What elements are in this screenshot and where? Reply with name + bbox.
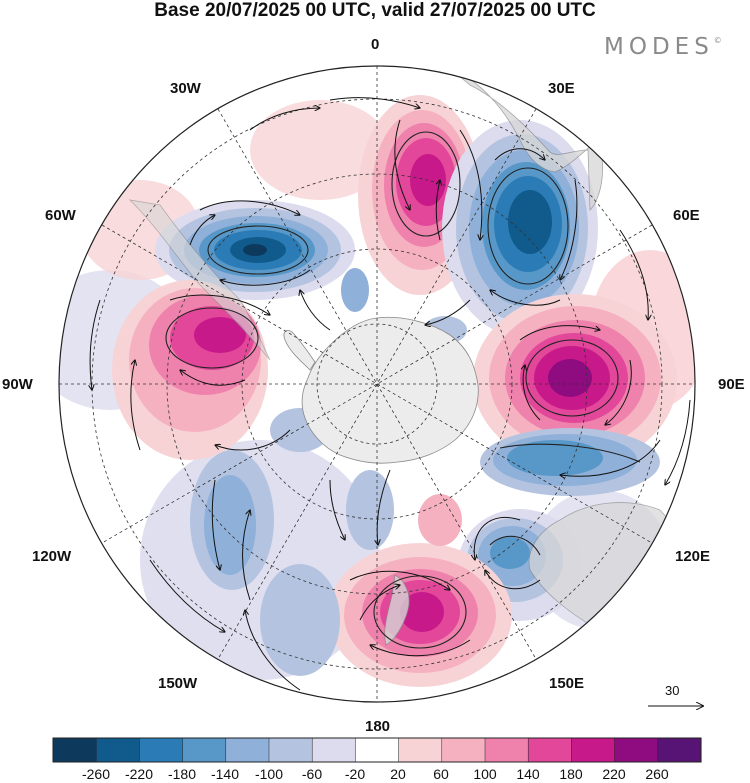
- colorbar-swatch: [355, 737, 400, 763]
- lon-label-180: 180: [365, 718, 391, 735]
- colorbar-tick: 20: [390, 766, 406, 782]
- colorbar-tick: -220: [124, 766, 154, 782]
- lon-label-120e: 120E: [675, 548, 711, 565]
- colorbar-swatch: [571, 737, 616, 763]
- colorbar-swatch: [225, 737, 270, 763]
- wind-vectors: [90, 97, 691, 691]
- colorbar-swatch: [95, 737, 140, 763]
- lon-label-60e: 60E: [673, 207, 700, 224]
- colorbar-swatch: [182, 737, 227, 763]
- colorbar-tick: 140: [516, 766, 540, 782]
- lon-label-150w: 150W: [158, 675, 198, 692]
- lon-label-150e: 150E: [549, 675, 585, 692]
- colorbar-tick: 220: [602, 766, 626, 782]
- anomaly-negative-southwest-indian: [442, 120, 598, 336]
- colorbar-swatch: [52, 737, 97, 763]
- colorbar-swatch: [311, 737, 356, 763]
- lon-label-90w: 90W: [2, 376, 33, 393]
- map-title: Base 20/07/2025 00 UTC, valid 27/07/2025…: [154, 0, 596, 21]
- colorbar-swatch: [268, 737, 313, 763]
- colorbar-swatch: [484, 737, 529, 763]
- anomaly-negative-south-pacific: [190, 450, 394, 676]
- colorbar-tick: -60: [301, 766, 323, 782]
- colorbar-tick: 260: [645, 766, 669, 782]
- lon-label-30w: 30W: [170, 80, 201, 97]
- colorbar-swatch: [657, 737, 702, 763]
- colorbar-tick: 100: [473, 766, 497, 782]
- brand-name: MODES: [604, 34, 714, 60]
- modes-logo: MODES©: [604, 34, 722, 60]
- new-zealand-landmass: [384, 574, 410, 646]
- reference-vector-value: 30: [665, 683, 680, 698]
- lon-label-60w: 60W: [45, 207, 76, 224]
- colorbar-tick: -140: [210, 766, 240, 782]
- graticule: [59, 66, 695, 702]
- map-disc: [59, 66, 695, 702]
- colorbar-swatch: [398, 737, 443, 763]
- colorbar-tick: -180: [167, 766, 197, 782]
- colorbar-tick: 180: [559, 766, 583, 782]
- map-border: [58, 65, 696, 703]
- colorbar: [52, 737, 702, 763]
- lon-label-120w: 120W: [32, 548, 72, 565]
- lon-label-0: 0: [371, 36, 380, 53]
- anomaly-positive-southeast-pacific: [112, 280, 268, 460]
- colorbar-frame: [52, 737, 702, 763]
- colorbar-tick: 60: [433, 766, 449, 782]
- south-america-landmass: [128, 199, 271, 361]
- colorbar-swatch: [441, 737, 486, 763]
- colorbar-swatch: [527, 737, 572, 763]
- colorbar-tick: -260: [81, 766, 111, 782]
- colorbar-swatch: [139, 737, 184, 763]
- lon-label-30e: 30E: [548, 80, 575, 97]
- brand-mark: ©: [713, 36, 722, 45]
- colorbar-tick: -20: [344, 766, 366, 782]
- colorbar-tick: -100: [254, 766, 284, 782]
- anomaly-negative-southeast-indian: [480, 428, 660, 496]
- antarctica-landmass: [301, 316, 479, 464]
- colorbar-swatch: [614, 737, 659, 763]
- lon-label-90e: 90E: [718, 376, 745, 393]
